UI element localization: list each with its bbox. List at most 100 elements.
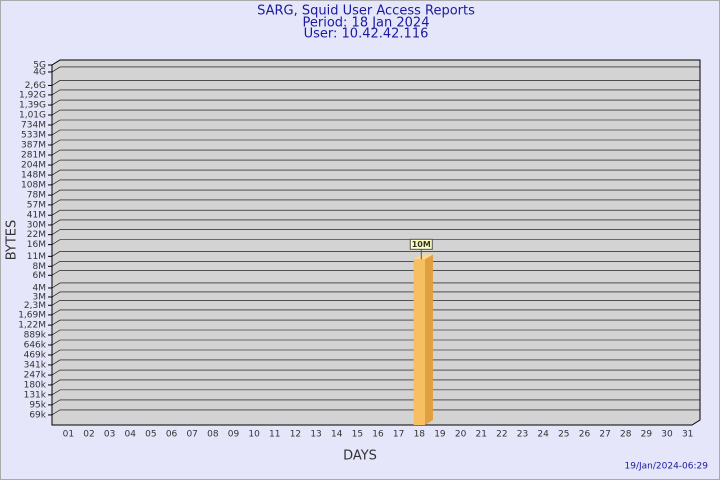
footer: 19/Jan/2024-06:29 (625, 462, 709, 472)
y-tick-label: 2,3M (24, 301, 46, 311)
chart-subtitle: Period: 18 Jan 2024 (303, 16, 430, 31)
grid-line (51, 59, 700, 66)
grid-line (51, 379, 700, 386)
y-tick-label: 5G (33, 61, 46, 71)
y-tick-label: 1,92G (19, 90, 46, 100)
x-tick-label: 03 (104, 430, 115, 440)
grid-line (51, 89, 700, 96)
grid-line (51, 66, 700, 73)
chart-body: 69k95k131k180k247k341k469k646k889k1,22M1… (18, 59, 700, 440)
x-tick-label: 23 (517, 430, 528, 440)
grid-line (51, 219, 700, 226)
grid-line (51, 309, 700, 316)
chart-title: SARG, Squid User Access Reports (257, 4, 475, 19)
x-tick-label: 12 (290, 430, 301, 440)
grid-line (51, 199, 700, 206)
grid-line (51, 359, 700, 366)
grid-line (51, 189, 700, 196)
grid-line (51, 399, 700, 406)
bar-side (424, 254, 433, 425)
y-tick-label: 11M (27, 252, 46, 262)
grid-line (51, 319, 700, 326)
x-tick-label: 31 (682, 430, 693, 440)
grid-line (51, 409, 700, 416)
x-tick-label: 15 (352, 430, 363, 440)
grid-line (51, 129, 700, 136)
y-tick-label: 533M (21, 131, 46, 141)
y-tick-label: 148M (21, 171, 46, 181)
x-tick-label: 27 (599, 430, 610, 440)
y-tick-label: 387M (21, 141, 46, 151)
x-tick-label: 06 (166, 430, 178, 440)
y-tick-label: 131k (24, 390, 47, 400)
x-tick-label: 30 (661, 430, 673, 440)
x-tick-label: 05 (145, 430, 156, 440)
x-axis-label: DAYS (343, 449, 377, 464)
x-tick-label: 10 (248, 430, 260, 440)
x-tick-label: 07 (186, 430, 197, 440)
grid-line (51, 251, 700, 257)
y-tick-label: 57M (27, 200, 46, 210)
x-tick-label: 29 (641, 430, 653, 440)
x-tick-label: 11 (269, 430, 280, 440)
x-tick-label: 17 (393, 430, 404, 440)
y-tick-label: 247k (24, 371, 47, 381)
bar-top (413, 254, 433, 260)
y-tick-label: 16M (27, 240, 46, 250)
y-tick-label: 8M (33, 262, 47, 272)
x-tick-label: 01 (63, 430, 74, 440)
grid-line (51, 139, 700, 146)
y-tick-label: 41M (27, 211, 46, 221)
grid-line (51, 329, 700, 336)
y-tick-label: 204M (21, 161, 46, 171)
label-box (409, 238, 433, 250)
grid-line (51, 282, 700, 289)
grid-line (51, 389, 700, 396)
grid-line (51, 119, 700, 126)
y-tick-label: 108M (21, 180, 46, 190)
y-tick-label: 734M (21, 120, 46, 130)
y-tick-label: 95k (29, 400, 46, 410)
y-tick-label: 180k (24, 380, 47, 390)
grid-line (51, 179, 700, 186)
x-tick-label: 02 (83, 430, 94, 440)
x-tick-label: 04 (125, 430, 137, 440)
y-tick-label: 2,6G (25, 81, 46, 91)
grid-line (51, 299, 700, 306)
x-tick-label: 28 (620, 430, 632, 440)
x-tick-label: 13 (310, 430, 321, 440)
y-tick-label: 22M (27, 230, 46, 240)
y-axis-label: BYTES (5, 220, 20, 261)
x-tick-label: 19 (434, 430, 446, 440)
grid-line (51, 109, 700, 116)
y-tick-label: 4G (33, 67, 46, 77)
grid-line (51, 99, 700, 106)
x-tick-label: 22 (496, 430, 507, 440)
y-tick-label: 646k (24, 340, 47, 350)
y-tick-label: 4M (33, 283, 47, 293)
y-tick-label: 1,39G (19, 101, 46, 111)
grid-line (51, 149, 700, 156)
y-tick-label: 69k (29, 410, 46, 420)
x-tick-label: 18 (414, 430, 426, 440)
grid-line (51, 209, 700, 216)
y-tick-label: 341k (24, 360, 47, 370)
y-tick-label: 6M (33, 271, 47, 281)
x-tick-label: 09 (228, 430, 240, 440)
grid-line (51, 159, 700, 166)
y-tick-label: 281M (21, 151, 46, 161)
y-tick-label: 3M (33, 292, 47, 302)
grid-line (51, 349, 700, 356)
grid-line (51, 269, 700, 276)
grid-line (51, 229, 700, 235)
grid-line (51, 80, 700, 86)
y-tick-label: 1,22M (18, 321, 46, 331)
y-tick-label: 30M (27, 220, 46, 230)
grid-line (51, 339, 700, 346)
x-tick-label: 16 (372, 430, 384, 440)
x-tick-label: 26 (579, 430, 591, 440)
x-tick-label: 14 (331, 430, 343, 440)
x-tick-label: 24 (537, 430, 549, 440)
data-label: 10M (412, 240, 431, 249)
